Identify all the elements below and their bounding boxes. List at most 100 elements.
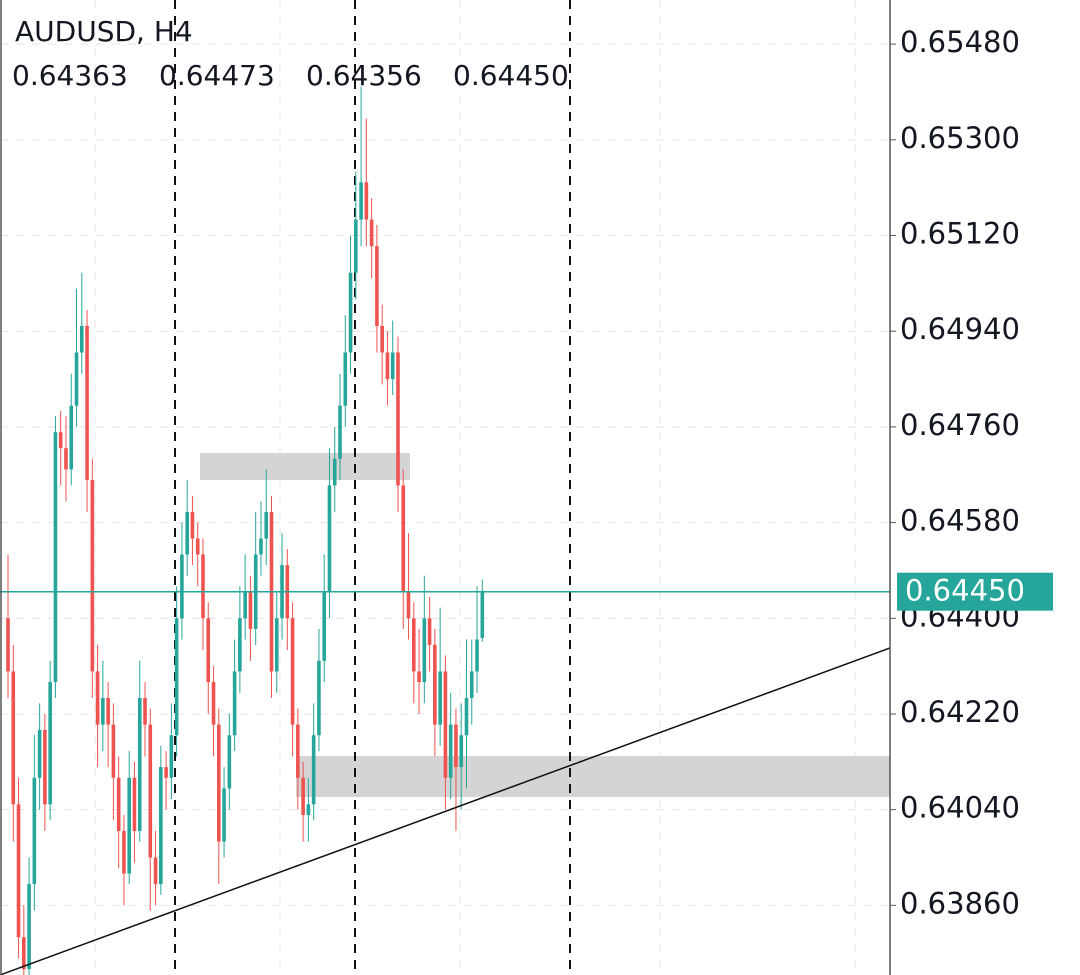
candle-body: [180, 554, 184, 619]
candle-body: [317, 660, 321, 736]
candle-body: [127, 777, 132, 874]
candles: [6, 86, 485, 975]
candle-body: [116, 777, 121, 831]
candle-body: [375, 246, 379, 326]
candle-body: [296, 724, 300, 778]
candle-body: [148, 724, 153, 858]
candle-body: [201, 554, 205, 619]
candle-body: [206, 618, 211, 683]
candle-body: [248, 591, 253, 629]
candle-body: [480, 591, 485, 638]
candle-body: [90, 480, 95, 672]
y-tick-label: 0.65300: [900, 121, 1020, 155]
candle-body: [211, 682, 216, 725]
candle-body: [232, 671, 237, 736]
candle-body: [359, 182, 363, 220]
candle-body: [227, 735, 232, 789]
candle-body: [448, 724, 453, 778]
candle-body: [348, 272, 353, 353]
candle-body: [106, 698, 110, 725]
candle-body: [79, 325, 84, 353]
candle-body: [27, 884, 31, 970]
candle-body: [238, 618, 242, 672]
y-tick-label: 0.64760: [900, 408, 1020, 442]
candle-body: [322, 591, 326, 661]
candle-body: [406, 591, 411, 619]
candle-body: [111, 724, 116, 778]
candle-body: [290, 618, 295, 725]
zone: [296, 756, 890, 797]
candle-body: [343, 352, 348, 406]
candle-body: [132, 777, 137, 831]
y-tick-label: 0.63860: [900, 886, 1020, 920]
last-price-label: 0.64450: [905, 574, 1025, 608]
zone: [200, 453, 410, 480]
trend-line: [0, 647, 891, 975]
candle-body: [469, 671, 474, 699]
candle-body: [153, 857, 158, 885]
candle-body: [137, 698, 142, 831]
candle-body: [53, 432, 58, 683]
symbol-title: AUDUSD, H4: [15, 15, 193, 48]
candle-body: [174, 618, 179, 736]
session-lines: [174, 0, 571, 975]
candle-body: [101, 698, 105, 725]
candle-body: [85, 325, 89, 481]
candle-body: [48, 682, 52, 805]
price-axis: 0.65480 0.65300 0.65120 0.64940 0.64760 0.645…: [890, 25, 1053, 920]
y-tick-label: 0.64580: [900, 504, 1020, 538]
candle-body: [433, 644, 437, 725]
candle-body: [259, 538, 263, 555]
candle-body: [169, 735, 174, 778]
candle-body: [411, 618, 416, 672]
candle-body: [11, 671, 16, 805]
candle-body: [380, 325, 384, 353]
candle-body: [385, 352, 390, 380]
y-tick-label: 0.64220: [900, 695, 1020, 729]
candle-body: [311, 735, 316, 805]
vertical-grid: [94, 0, 856, 975]
candle-body: [427, 618, 432, 645]
candle-body: [243, 591, 247, 619]
candle-body: [222, 788, 226, 842]
candle-body: [6, 618, 10, 672]
candle-body: [364, 182, 369, 220]
candle-body: [369, 219, 374, 247]
horizontal-grid: [0, 43, 890, 906]
y-tick-label: 0.65480: [900, 25, 1020, 59]
candle-body: [69, 405, 74, 470]
candle-body: [417, 671, 421, 683]
candle-body: [164, 767, 168, 778]
candle-body: [443, 671, 448, 778]
candle-body: [122, 830, 126, 874]
ohlc-high: 0.64473: [159, 59, 275, 92]
candle-body: [396, 352, 400, 486]
candle-body: [22, 937, 26, 970]
y-tick-label: 0.64040: [900, 791, 1020, 825]
candle-body: [422, 618, 427, 683]
candle-body: [159, 767, 163, 885]
candle-body: [354, 219, 358, 273]
candle-body: [64, 448, 68, 470]
candle-body: [16, 804, 21, 938]
y-tick-label: 0.64940: [900, 312, 1020, 346]
candle-body: [190, 511, 195, 539]
ohlc-low: 0.64356: [306, 59, 422, 92]
candle-body: [438, 671, 442, 725]
candle-body: [332, 458, 337, 486]
candle-body: [37, 729, 42, 778]
candle-body: [459, 735, 464, 768]
candle-body: [475, 639, 479, 672]
y-tick-label: 0.65120: [900, 217, 1020, 251]
candle-body: [306, 804, 311, 815]
candle-body: [32, 777, 37, 885]
ohlc-open: 0.64363: [12, 59, 128, 92]
candle-body: [143, 698, 147, 725]
candle-body: [464, 698, 469, 736]
candle-body: [58, 432, 63, 449]
candle-body: [401, 485, 406, 592]
last-price-box: [897, 572, 1053, 611]
candle-body: [454, 724, 458, 768]
candle-body: [43, 729, 47, 805]
